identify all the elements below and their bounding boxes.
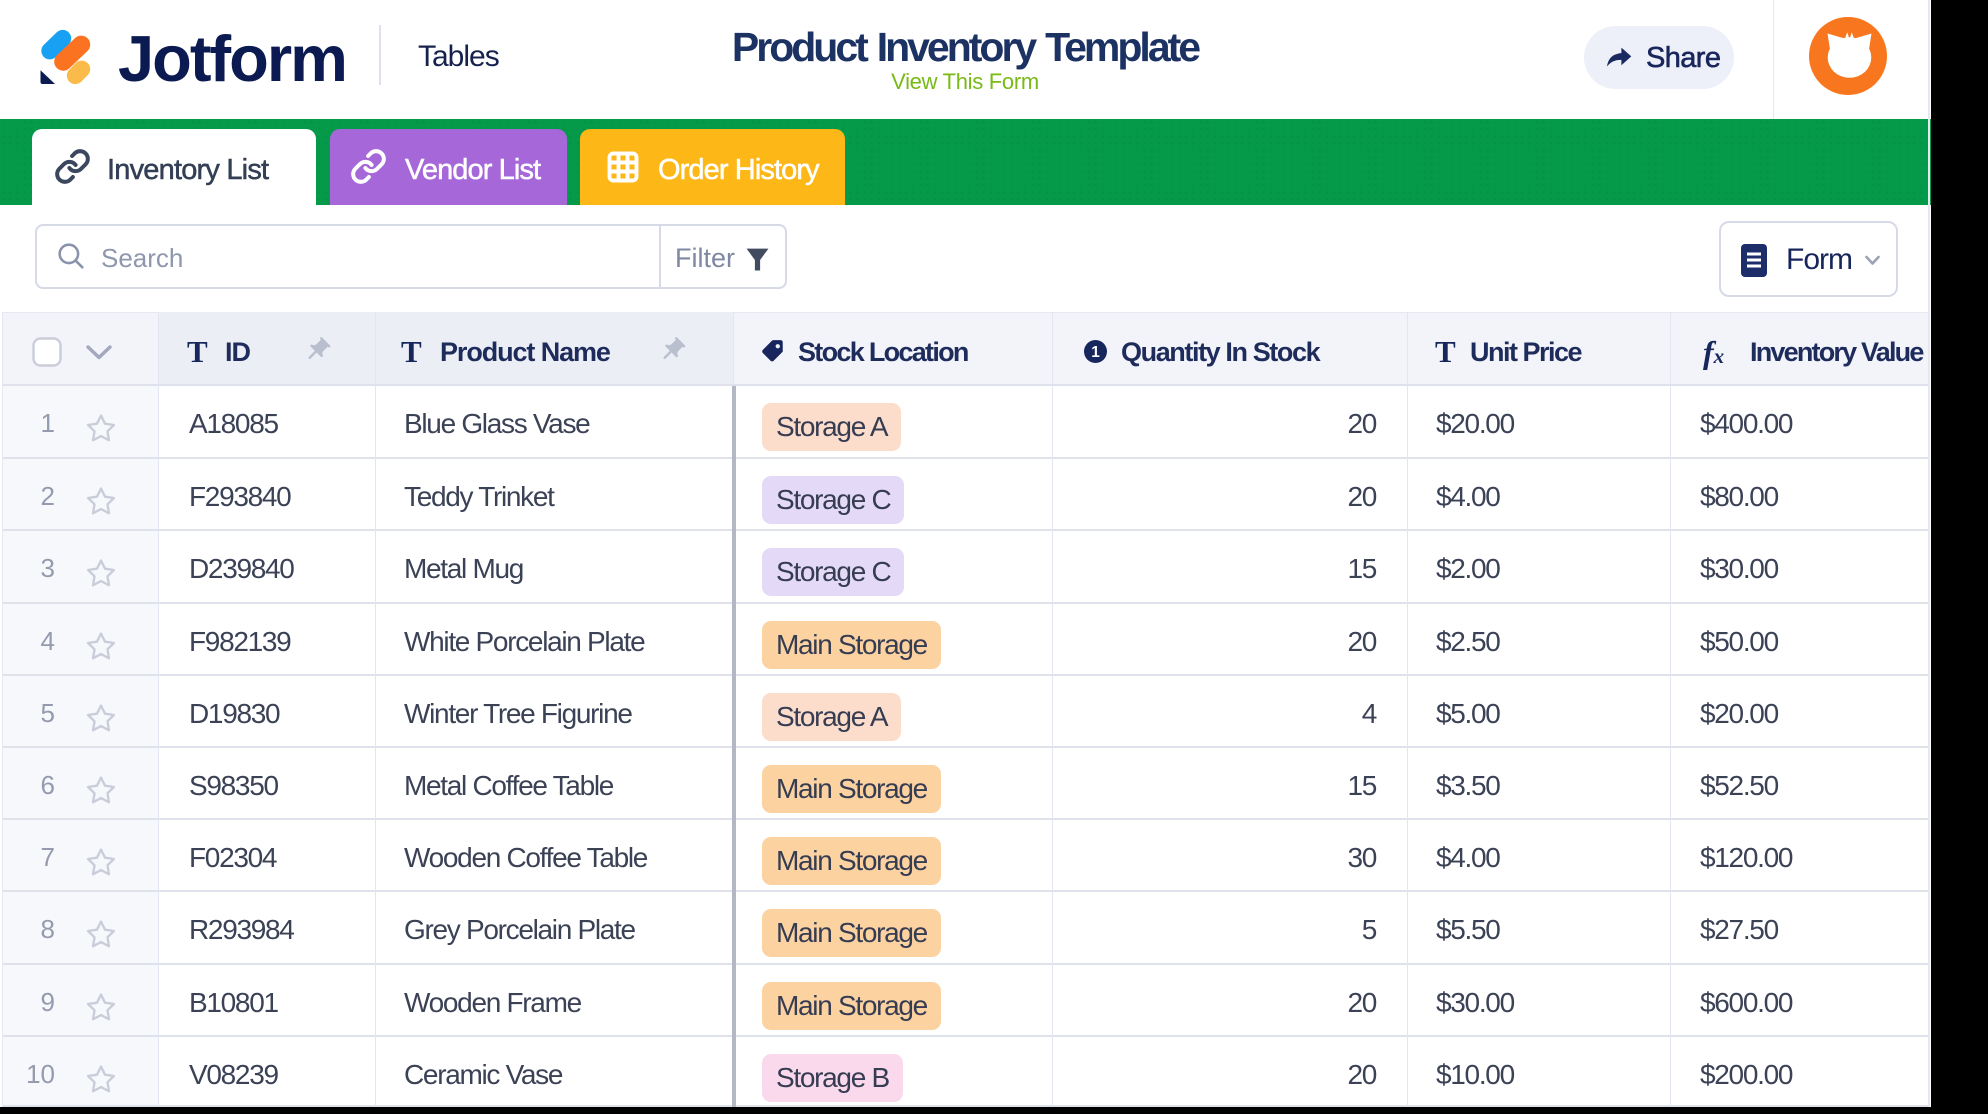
- svg-text:1: 1: [1091, 344, 1100, 361]
